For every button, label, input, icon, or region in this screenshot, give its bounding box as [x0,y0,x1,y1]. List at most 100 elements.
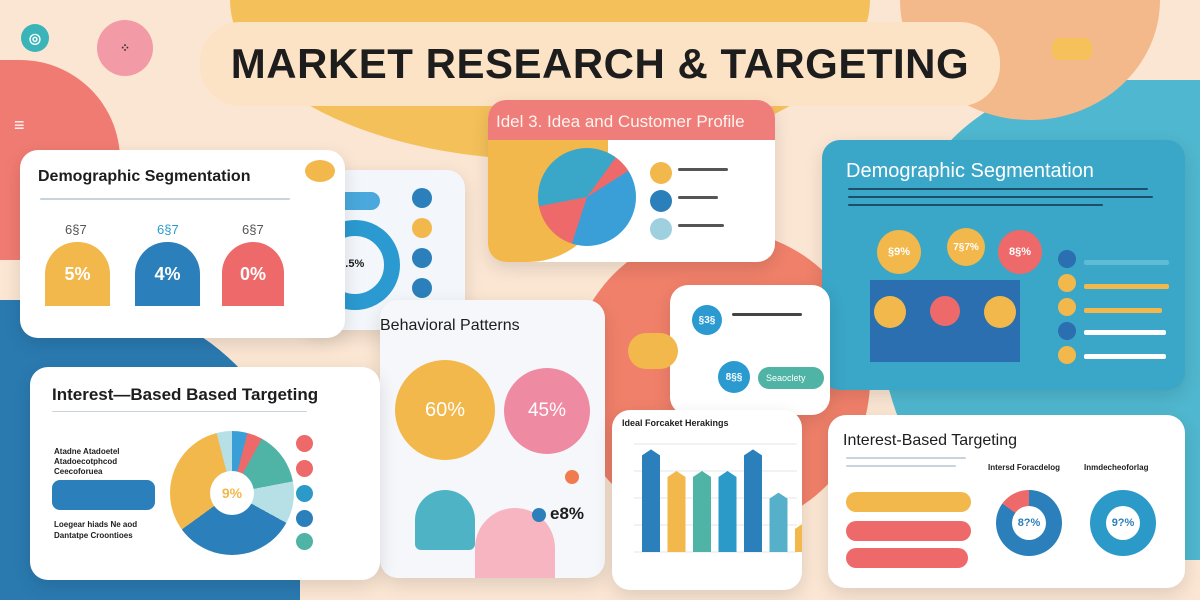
title-banner: MARKET RESEARCH & TARGETING [200,22,1000,106]
row-icon [1058,250,1076,268]
stat-bubble: 7§7% [947,228,985,266]
big-stat-circle: 45% [504,368,590,454]
text-line [848,188,1148,190]
bubble-card: §3§ 8§§ Seaoclety [670,285,830,415]
action-button[interactable] [52,480,155,510]
page-title: MARKET RESEARCH & TARGETING [230,40,970,87]
divider [52,411,307,412]
stat-value: 6§7 [157,222,179,237]
menu-icon[interactable]: ≡ [14,115,25,135]
stat-value: 6§7 [242,222,264,237]
donut-value: 8?% [1012,506,1046,540]
platform-circle [874,296,906,328]
card-title: Interest—Based Based Targeting [52,385,319,404]
pill-button[interactable] [846,521,971,541]
platform-circle [930,296,960,326]
cloud-icon [305,160,335,182]
legend-icon [296,460,313,477]
bar [769,492,788,552]
yellow-speech-bubble [628,333,678,369]
pill-button[interactable] [846,492,971,512]
big-stat-circle: 60% [395,360,495,460]
legend-line [678,224,724,227]
row-icon [1058,322,1076,340]
text-line: Atadne Atadoetel [54,447,120,456]
footer-line: Dantatpe Croontioes [54,531,133,540]
progress-bar [1084,260,1169,265]
donut-label: Intersd Foracdelog [988,463,1061,472]
orange-dot [565,470,579,484]
text-line [846,465,956,467]
legend-icon [296,485,313,502]
label-pill: Seaoclety [758,367,824,389]
legend-line [678,168,728,171]
demographic-card: Demographic Segmentation 6§7 6§7 6§7 5% … [20,150,345,338]
bar [642,449,660,552]
text-line [732,313,802,316]
chart-title: Ideal Forcaket Herakings [622,418,729,428]
stat-bubble: §9% [877,230,921,274]
legend-icon [296,533,313,550]
legend-icon [296,510,313,527]
face-illustration [415,490,475,550]
text-line: Ceecoforuea [54,467,103,476]
stat-bubble: 8§§ [718,361,750,393]
list-icon-4 [412,278,432,298]
profile-card: Idel 3. Idea and Customer Profile [488,100,775,262]
card-title: Idel 3. Idea and Customer Profile [496,112,745,131]
stat-bubble: 8§% [998,230,1042,274]
teal-demographic-card: Demographic Segmentation §9% 7§7% 8§% [822,140,1185,390]
legend-dot [650,218,672,240]
donut-center: 9% [210,471,254,515]
card-title: Behavioral Patterns [380,317,520,334]
segment-hump: 4% [135,242,200,306]
pill-button[interactable] [846,548,968,568]
progress-bar [1084,354,1166,359]
stat-value: e8% [550,504,585,523]
stat-value: 6§7 [65,222,87,237]
behavioral-card: Behavioral Patterns 60% 45% e8% [380,300,605,578]
legend-icon [296,435,313,452]
legend-line [678,196,718,199]
stat-bubble: §3§ [692,305,722,335]
bar [718,471,737,552]
bar-chart-card: Ideal Forcaket Herakings [612,410,802,590]
donut-value: 9?% [1106,506,1140,540]
text-line: Atadoecotphcod [54,457,118,466]
row-icon [1058,274,1076,292]
bar [693,471,711,552]
text-line [848,196,1153,198]
row-icon [1058,298,1076,316]
text-line [846,457,966,459]
logo-icon: ◎ [21,24,49,52]
donut-label: Inmdecheoforlag [1084,463,1149,472]
list-icon-3 [412,248,432,268]
list-icon-2 [412,218,432,238]
platform-circle [984,296,1016,328]
progress-bar [1084,284,1169,289]
interest-card-right: Interest-Based Targeting Intersd Foracde… [828,415,1185,588]
footer-line: Loegear hiads Ne aod [54,520,138,529]
card-title: Interest-Based Targeting [843,432,1018,449]
chat-bubble-icon [1052,38,1092,60]
list-icon-1 [412,188,432,208]
card-title: Demographic Segmentation [38,168,251,185]
segment-hump: 0% [222,242,284,306]
interest-card-left: Interest—Based Based Targeting Atadne At… [30,367,380,580]
row-icon [1058,346,1076,364]
profile-header [488,100,775,140]
subtitle-line [40,198,290,200]
segment-hump: 5% [45,242,110,306]
legend-dot [650,190,672,212]
card-title: Demographic Segmentation [846,160,1094,182]
progress-bar [1084,330,1166,335]
bar [667,471,686,552]
legend-dot [650,162,672,184]
bar [795,524,802,552]
text-line [848,204,1103,206]
progress-bar [1084,308,1162,313]
user-group-icon: ⁘ [97,20,153,76]
bar [744,449,762,552]
bar-chart [634,443,802,553]
stat-icon [532,508,546,522]
